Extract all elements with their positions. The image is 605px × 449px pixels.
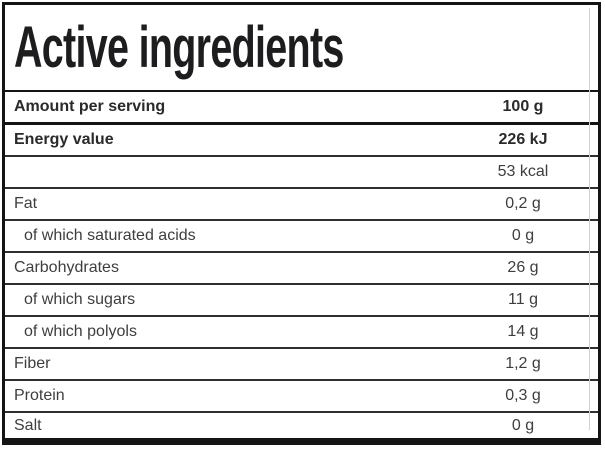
table-row: of which saturated acids 0 g	[5, 221, 598, 253]
table-row: Fiber 1,2 g	[5, 349, 598, 381]
table-row: Salt 0 g	[5, 413, 598, 438]
row-value: 14 g	[507, 323, 539, 340]
table-rows: Energy value 226 kJ 53 kcal Fat 0,2 g of…	[5, 125, 598, 438]
table-header-row: Amount per serving 100 g	[5, 92, 598, 125]
table-row: Energy value 226 kJ	[5, 125, 598, 157]
nutrition-facts-panel: Active ingredients Amount per serving 10…	[2, 2, 601, 445]
row-label: of which sugars	[24, 291, 136, 308]
header-label: Amount per serving	[14, 98, 166, 115]
row-value: 0 g	[511, 416, 535, 434]
table-row: of which polyols 14 g	[5, 317, 598, 349]
row-value: 226 kJ	[498, 131, 548, 148]
page-title: Active ingredients	[14, 15, 344, 80]
row-label: Salt	[14, 416, 42, 434]
row-value: 0,2 g	[505, 195, 541, 212]
row-label: of which polyols	[24, 323, 137, 340]
table-row: Protein 0,3 g	[5, 381, 598, 413]
row-value: 1,2 g	[505, 355, 541, 372]
header-value: 100 g	[502, 98, 544, 115]
row-label: of which saturated acids	[24, 227, 196, 244]
table-row: of which sugars 11 g	[5, 285, 598, 317]
table-row: Fat 0,2 g	[5, 189, 598, 221]
row-value: 11 g	[508, 291, 538, 308]
row-label: Fiber	[14, 355, 51, 372]
row-label: Fat	[14, 195, 38, 212]
row-value: 26 g	[507, 259, 539, 276]
table-row: Carbohydrates 26 g	[5, 253, 598, 285]
title-section: Active ingredients	[5, 5, 598, 92]
table-row: 53 kcal	[5, 157, 598, 189]
row-label: Carbohydrates	[14, 259, 119, 276]
row-label: Energy value	[14, 131, 114, 148]
row-label: Protein	[14, 387, 65, 404]
row-value: 0,3 g	[505, 387, 541, 404]
row-value: 53 kcal	[497, 163, 549, 180]
row-value: 0 g	[511, 227, 535, 244]
